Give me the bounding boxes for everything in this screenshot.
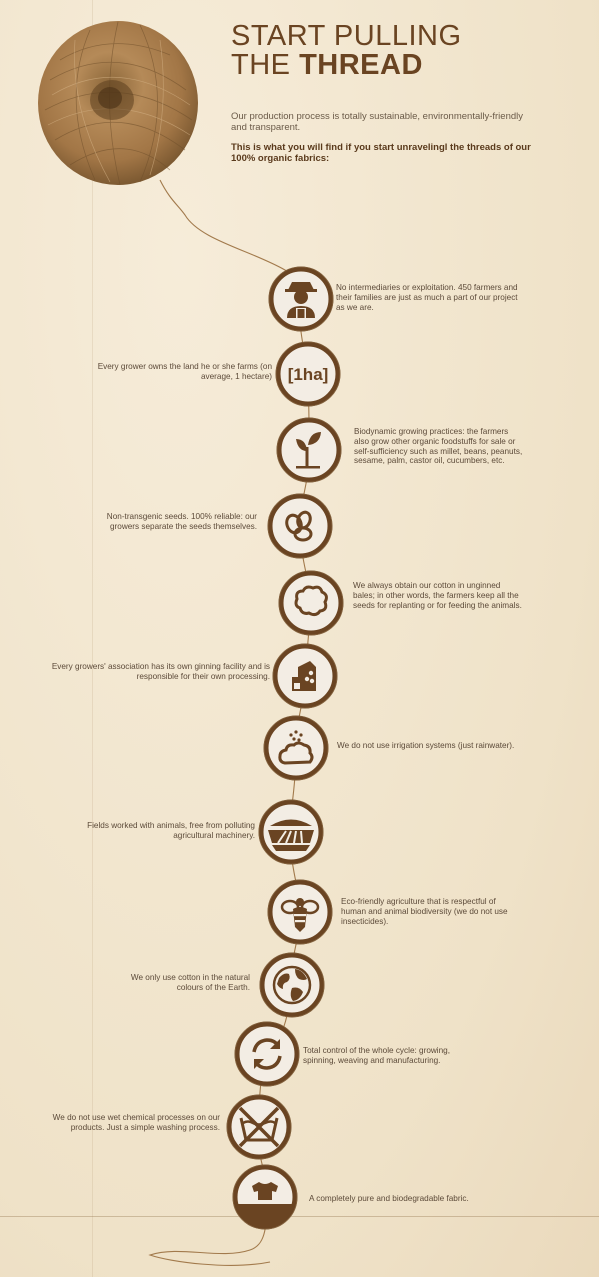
item-text-rain: We do not use irrigation systems (just r…	[337, 741, 515, 750]
cotton-icon	[278, 570, 344, 636]
field-icon	[258, 799, 324, 865]
shirt-soil-icon	[232, 1164, 298, 1230]
item-text-ginning: Every growers' association has its own g…	[51, 662, 270, 681]
item-text-wash: We do not use wet chemical processes on …	[52, 1113, 220, 1132]
bee-icon	[267, 879, 333, 945]
item-text-field: Fields worked with animals, free from po…	[87, 821, 255, 840]
ginning-icon	[272, 643, 338, 709]
item-text-seeds: Non-transgenic seeds. 100% reliable: our…	[106, 512, 257, 531]
title-line-1: START PULLING	[231, 20, 462, 52]
seeds-icon	[267, 493, 333, 559]
item-text-earth: We only use cotton in the natural colour…	[130, 973, 250, 992]
title-line-2-bold: THREAD	[299, 49, 423, 81]
item-text-cycle: Total control of the whole cycle: growin…	[303, 1046, 450, 1065]
rain-cloud-icon	[263, 715, 329, 781]
yarn-ball-image	[38, 21, 198, 186]
item-text-hectare: Every grower owns the land he or she far…	[97, 362, 272, 381]
earth-icon	[259, 952, 325, 1018]
hectare-icon-label: [1ha]	[288, 365, 329, 384]
item-text-farmer: No intermediaries or exploitation. 450 f…	[336, 283, 518, 312]
item-text-cotton: We always obtain our cotton in unginned …	[353, 581, 522, 610]
paper-fold-horizontal	[0, 1216, 599, 1217]
paper-fold-vertical	[92, 0, 93, 1277]
item-text-bee: Eco-friendly agriculture that is respect…	[341, 897, 508, 926]
no-wet-wash-icon	[226, 1094, 292, 1160]
page-title: START PULLING THE THREAD	[231, 22, 462, 80]
lead-text: This is what you will find if you start …	[231, 142, 531, 164]
item-text-plant: Biodynamic growing practices: the farmer…	[354, 427, 523, 466]
intro-text: Our production process is totally sustai…	[231, 111, 523, 133]
hectare-icon: [1ha]	[275, 341, 341, 407]
plant-icon	[276, 417, 342, 483]
farmer-icon	[268, 266, 334, 332]
cycle-icon	[234, 1021, 300, 1087]
item-text-fabric: A completely pure and biodegradable fabr…	[309, 1194, 469, 1203]
title-line-2-prefix: THE	[231, 49, 300, 81]
